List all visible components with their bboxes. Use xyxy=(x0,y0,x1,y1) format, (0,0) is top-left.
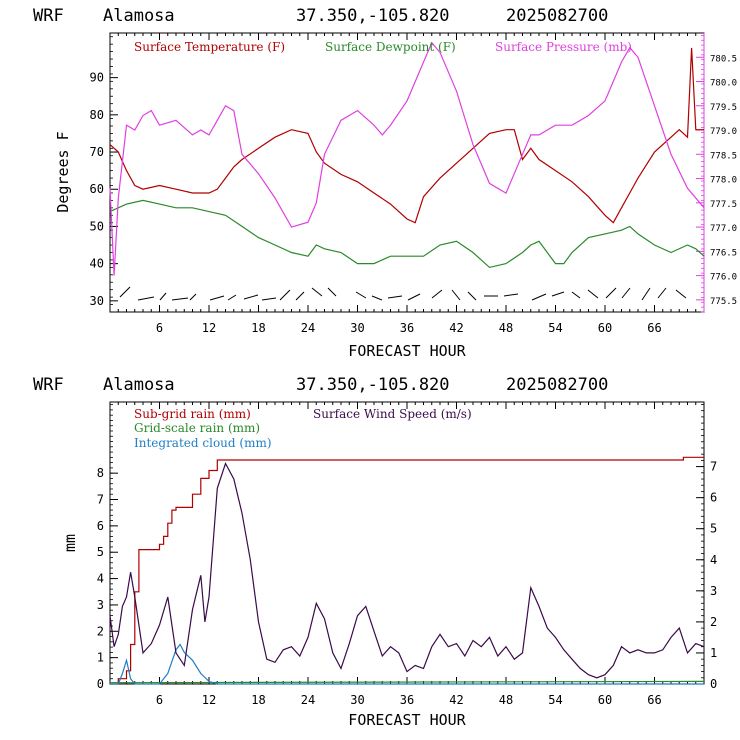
top-coords-label: 37.350,-105.820 xyxy=(296,6,450,26)
wind-speed-line xyxy=(109,461,705,679)
x-tick-label: 60 xyxy=(598,693,612,707)
legend-temperature: Surface Temperature (F) xyxy=(134,40,285,54)
x-tick-label: 66 xyxy=(647,693,661,707)
bottom-legend: Sub-grid rain (mm) Grid-scale rain (mm) … xyxy=(134,407,472,450)
y-tick-label: 3 xyxy=(97,598,104,612)
y2-tick-label: 6 xyxy=(710,491,717,505)
y2-tick-label: 775.5 xyxy=(710,297,737,307)
top-panel-header: WRF Alamosa 37.350,-105.820 2025082700 xyxy=(33,6,608,26)
bottom-y-axis-label: mm xyxy=(61,534,79,552)
x-tick-label: 18 xyxy=(251,693,265,707)
x-tick-label: 42 xyxy=(449,693,463,707)
y-tick-label: 1 xyxy=(97,651,104,665)
x-tick-label: 66 xyxy=(647,321,661,335)
top-y-tick-labels: 30 40 50 60 70 80 90 xyxy=(90,71,104,308)
x-tick-label: 24 xyxy=(301,321,315,335)
x-tick-label: 6 xyxy=(156,321,163,335)
bottom-panel-header: WRF Alamosa 37.350,-105.820 2025082700 xyxy=(33,375,608,395)
temperature-line xyxy=(109,47,704,224)
y-tick-label: 5 xyxy=(97,545,104,559)
y2-tick-label: 777.0 xyxy=(710,224,737,234)
y-tick-label: 80 xyxy=(90,108,104,122)
x-tick-label: 36 xyxy=(400,321,414,335)
bottom-x-tick-labels: 6 12 18 24 30 36 42 48 54 60 66 xyxy=(156,693,662,707)
y2-tick-label: 780.5 xyxy=(710,54,737,64)
y2-tick-label: 780.0 xyxy=(710,79,737,89)
y-tick-label: 0 xyxy=(97,677,104,691)
x-tick-label: 12 xyxy=(202,693,216,707)
y2-tick-label: 779.5 xyxy=(710,103,737,113)
bottom-x-axis-label: FORECAST HOUR xyxy=(348,711,466,729)
top-y2-tick-labels: 775.5 776.0 776.5 777.0 777.5 778.0 778.5 779.0… xyxy=(710,54,737,307)
y2-tick-label: 778.0 xyxy=(710,176,737,186)
bottom-y2-tick-labels: 0 1 2 3 4 5 6 7 xyxy=(710,460,717,691)
pressure-line xyxy=(109,41,705,276)
x-tick-label: 48 xyxy=(499,321,513,335)
x-tick-label: 18 xyxy=(251,321,265,335)
legend-subgrid-rain: Sub-grid rain (mm) xyxy=(134,407,251,421)
y-tick-label: 70 xyxy=(90,145,104,159)
x-tick-label: 42 xyxy=(449,321,463,335)
top-axis-ticks xyxy=(110,33,704,313)
x-tick-label: 12 xyxy=(202,321,216,335)
y-tick-label: 30 xyxy=(90,294,104,308)
bottom-run-label: 2025082700 xyxy=(506,375,608,395)
top-legend: Surface Temperature (F) Surface Dewpoint… xyxy=(134,40,632,54)
top-model-label: WRF xyxy=(33,6,64,26)
bottom-y-tick-labels: 0 1 2 3 4 5 6 7 8 xyxy=(97,466,104,691)
y2-tick-label: 7 xyxy=(710,460,717,474)
y-tick-label: 40 xyxy=(90,257,104,271)
y-tick-label: 60 xyxy=(90,182,104,196)
legend-dewpoint: Surface Dewpoint (F) xyxy=(325,40,456,54)
wind-barbs-icon xyxy=(119,286,687,301)
temperature-pressure-chart: 6 12 18 24 30 36 42 48 54 60 66 30 40 50 60 70 80 90 775… xyxy=(54,32,737,360)
y2-tick-label: 2 xyxy=(710,615,717,629)
y2-tick-label: 778.5 xyxy=(710,151,737,161)
y2-tick-label: 776.5 xyxy=(710,248,737,258)
top-x-tick-labels: 6 12 18 24 30 36 42 48 54 60 66 xyxy=(156,321,662,335)
top-run-label: 2025082700 xyxy=(506,6,608,26)
x-tick-label: 54 xyxy=(548,693,562,707)
top-site-label: Alamosa xyxy=(103,6,175,26)
y-tick-label: 7 xyxy=(97,493,104,507)
bottom-coords-label: 37.350,-105.820 xyxy=(296,375,450,395)
y-tick-label: 90 xyxy=(90,71,104,85)
top-plot-frame xyxy=(109,32,705,313)
y2-tick-label: 779.0 xyxy=(710,127,737,137)
x-tick-label: 30 xyxy=(350,321,364,335)
legend-integrated-cloud: Integrated cloud (mm) xyxy=(134,436,272,450)
y2-tick-label: 1 xyxy=(710,646,717,660)
bottom-site-label: Alamosa xyxy=(103,375,175,395)
subgrid-rain-line xyxy=(110,456,704,685)
y-tick-label: 6 xyxy=(97,519,104,533)
y2-tick-label: 3 xyxy=(710,584,717,598)
gridscale-rain-line xyxy=(109,680,705,684)
dewpoint-line xyxy=(109,199,705,269)
top-x-axis-label: FORECAST HOUR xyxy=(348,342,466,360)
y-tick-label: 8 xyxy=(97,466,104,480)
top-y-axis-label: Degrees F xyxy=(54,131,72,212)
x-tick-label: 60 xyxy=(598,321,612,335)
x-tick-label: 24 xyxy=(301,693,315,707)
x-tick-label: 6 xyxy=(156,693,163,707)
y2-tick-label: 5 xyxy=(710,522,717,536)
legend-pressure: Surface Pressure (mb) xyxy=(495,40,632,54)
integrated-cloud-line xyxy=(110,643,704,685)
y2-tick-label: 4 xyxy=(710,553,717,567)
x-tick-label: 54 xyxy=(548,321,562,335)
y2-tick-label: 777.5 xyxy=(710,200,737,210)
legend-gridscale-rain: Grid-scale rain (mm) xyxy=(134,421,260,435)
y2-tick-label: 0 xyxy=(710,677,717,691)
x-tick-label: 30 xyxy=(350,693,364,707)
x-tick-label: 36 xyxy=(400,693,414,707)
y-tick-label: 4 xyxy=(97,572,104,586)
y-tick-label: 2 xyxy=(97,624,104,638)
y-tick-label: 50 xyxy=(90,219,104,233)
x-tick-label: 48 xyxy=(499,693,513,707)
bottom-model-label: WRF xyxy=(33,375,64,395)
y2-tick-label: 776.0 xyxy=(710,273,737,283)
legend-wind-speed: Surface Wind Speed (m/s) xyxy=(313,407,472,421)
